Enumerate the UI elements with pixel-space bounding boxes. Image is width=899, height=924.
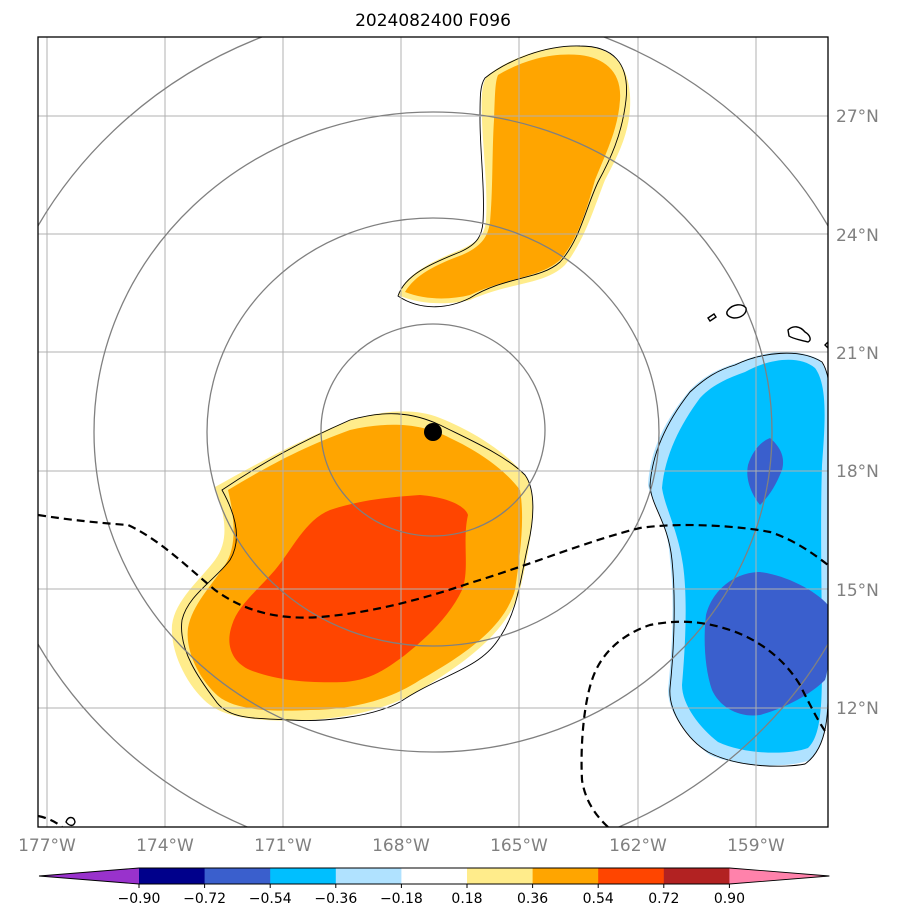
- lon-label: 177°W: [18, 836, 76, 856]
- colorbar-tick-label: 0.18: [451, 891, 482, 907]
- positive-anomaly-southwest: [171, 411, 534, 721]
- range-ring: [93, 111, 773, 753]
- colorbar-segment: [139, 868, 206, 884]
- lon-label: 159°W: [727, 836, 785, 856]
- colorbar-tick-label: 0.36: [517, 891, 548, 907]
- lat-label: 27°N: [836, 107, 879, 127]
- contour-fill-0.36-0.54: [405, 54, 621, 299]
- lat-labels: 27°N 24°N 21°N 18°N 15°N 12°N: [836, 107, 879, 719]
- island: [787, 326, 811, 343]
- colorbar-tick-label: −0.72: [183, 891, 226, 907]
- colorbar-segment: [270, 868, 337, 884]
- colorbar: −0.90 −0.72 −0.54 −0.36 −0.18 0.18 0.36 0.54 0.7…: [38, 867, 830, 907]
- map-area: [38, 37, 828, 827]
- lat-label: 21°N: [836, 344, 879, 364]
- map-title: 2024082400 F096: [355, 11, 511, 31]
- negative-anomaly-east: [648, 352, 828, 767]
- lat-label: 15°N: [836, 581, 879, 601]
- lat-label: 12°N: [836, 699, 879, 719]
- lon-labels: 177°W 174°W 171°W 168°W 165°W 162°W 159°…: [18, 836, 785, 856]
- contour-line: [649, 352, 828, 767]
- dashed-contours: [38, 513, 828, 827]
- map-frame: [37, 36, 829, 828]
- dashed-contour-line: [38, 513, 828, 619]
- contour-line: [181, 413, 534, 721]
- colorbar-segment: [335, 868, 402, 884]
- contour-line: [397, 45, 627, 308]
- lon-label: 168°W: [372, 836, 430, 856]
- colorbar-tick-label: −0.36: [314, 891, 357, 907]
- range-ring: [206, 217, 660, 647]
- colorbar-segment: [663, 868, 730, 884]
- island: [65, 816, 76, 827]
- range-ring: [320, 323, 546, 537]
- range-rings: [38, 37, 828, 827]
- storm-center-marker: [424, 423, 442, 441]
- colorbar-tick-label: 0.54: [583, 891, 614, 907]
- coastlines: [65, 304, 828, 827]
- colorbar-segment: [401, 868, 468, 884]
- dashed-contour-line: [38, 814, 63, 827]
- lon-label: 162°W: [609, 836, 667, 856]
- colorbar-extend-max: [729, 868, 830, 884]
- colorbar-tick-label: −0.90: [118, 891, 161, 907]
- island: [707, 313, 717, 322]
- colorbar-tick-label: 0.90: [714, 891, 745, 907]
- lat-label: 18°N: [836, 462, 879, 482]
- graticule: [38, 37, 828, 827]
- colorbar-extend-min: [39, 868, 139, 884]
- island: [824, 341, 828, 349]
- colorbar-tick-label: 0.72: [648, 891, 679, 907]
- colorbar-segment: [598, 868, 665, 884]
- lon-label: 174°W: [136, 836, 194, 856]
- colorbar-tick-label: −0.54: [249, 891, 292, 907]
- dashed-contour-line: [580, 620, 828, 827]
- island: [726, 304, 747, 319]
- colorbar-segment: [467, 868, 534, 884]
- lat-label: 24°N: [836, 226, 879, 246]
- colorbar-segment: [532, 868, 599, 884]
- positive-anomaly-north: [397, 45, 631, 308]
- lon-label: 165°W: [490, 836, 548, 856]
- colorbar-segment: [204, 868, 271, 884]
- colorbar-tick-label: −0.18: [380, 891, 423, 907]
- lon-label: 171°W: [254, 836, 312, 856]
